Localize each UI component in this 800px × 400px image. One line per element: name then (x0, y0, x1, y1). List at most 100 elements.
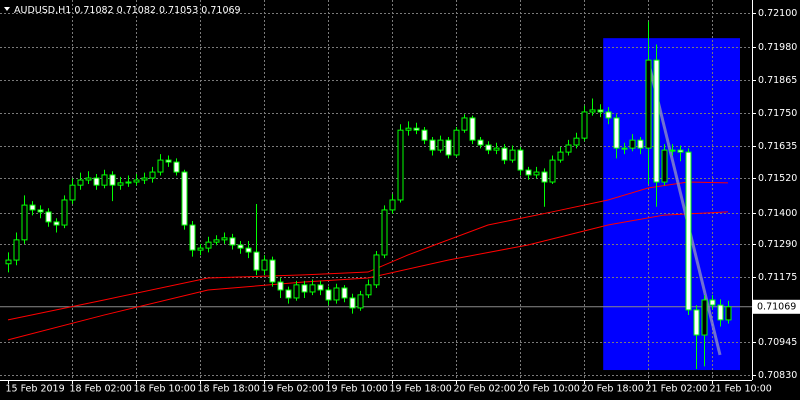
header-open: 0.71082 (74, 5, 113, 16)
candle-body (205, 241, 212, 249)
candle-body (605, 111, 612, 119)
candle-body (29, 204, 36, 211)
candle-body (325, 289, 332, 301)
candle-body (333, 287, 340, 301)
header-arrow (4, 7, 10, 11)
candle-body (645, 59, 652, 149)
x-tick-label: 19 Feb 02:00 (262, 384, 324, 395)
symbol: AUDUSD,H1 (14, 5, 71, 16)
x-tick-label: 21 Feb 10:00 (710, 384, 772, 395)
candle-body (677, 149, 684, 153)
x-tick-label: 18 Feb 02:00 (70, 384, 132, 395)
candle-body (245, 247, 252, 253)
candle-body (669, 149, 676, 152)
candle-body (253, 251, 260, 271)
candle-body (61, 199, 68, 226)
current-price-label: 0.71069 (757, 301, 796, 312)
candle-body (589, 109, 596, 113)
x-tick-label: 21 Feb 02:00 (646, 384, 708, 395)
candle-body (173, 161, 180, 173)
candle-body (381, 209, 388, 256)
x-tick-label: 19 Feb 18:00 (390, 384, 452, 395)
x-tick-label: 15 Feb 2019 (6, 384, 65, 395)
candle-body (469, 117, 476, 141)
candle-body (437, 139, 444, 151)
candle-body (493, 147, 500, 151)
header-high: 0.71082 (117, 5, 156, 16)
candle-body (261, 259, 268, 271)
candle-body (109, 174, 116, 186)
x-tick-label: 20 Feb 18:00 (582, 384, 644, 395)
candle-body (21, 204, 28, 241)
candle-body (365, 284, 372, 296)
candle-body (93, 177, 100, 186)
candle-body (597, 109, 604, 113)
candle-body (45, 211, 52, 223)
candle-body (69, 184, 76, 201)
candle-body (117, 182, 124, 186)
candle-body (285, 289, 292, 299)
candle-body (581, 111, 588, 139)
candle-body (13, 239, 20, 261)
candle-body (181, 171, 188, 226)
candle-body (533, 171, 540, 176)
candle-body (541, 171, 548, 183)
candle-body (549, 159, 556, 183)
candle-body (101, 174, 108, 186)
candle-body (301, 284, 308, 293)
candle-body (373, 254, 380, 286)
candle-body (397, 129, 404, 201)
candle-body (85, 177, 92, 181)
rectangle-object (603, 38, 740, 371)
candle-body (277, 281, 284, 291)
candle-body (413, 127, 420, 131)
y-tick-label: 0.70830 (758, 370, 797, 381)
indicator-line (7, 211, 729, 341)
y-tick-label: 0.71980 (758, 42, 797, 53)
candle-body (237, 244, 244, 249)
candle-body (557, 151, 564, 161)
y-tick-label: 0.71865 (758, 75, 797, 86)
candle-body (477, 139, 484, 146)
candle-body (317, 284, 324, 291)
candle-body (405, 127, 412, 131)
candle-body (229, 237, 236, 246)
y-tick-label: 0.71290 (758, 239, 797, 250)
candle-body (637, 139, 644, 149)
plot-area (0, 0, 752, 380)
candle-body (77, 179, 84, 186)
candle-body (189, 224, 196, 251)
x-tick-label: 18 Feb 18:00 (198, 384, 260, 395)
candle-body (461, 117, 468, 131)
candle-body (293, 284, 300, 299)
header-low: 0.71053 (159, 5, 198, 16)
candle-body (621, 147, 628, 150)
candle-body (37, 209, 44, 213)
candle-body (509, 149, 516, 161)
candle-body (157, 159, 164, 173)
x-tick-label: 20 Feb 10:00 (518, 384, 580, 395)
candle-body (629, 139, 636, 149)
x-tick-label: 19 Feb 10:00 (326, 384, 388, 395)
candle-body (565, 144, 572, 153)
candle-body (653, 59, 660, 183)
y-tick-label: 0.71750 (758, 108, 797, 119)
trendline (646, 59, 722, 356)
candle-body (661, 149, 668, 183)
y-tick-label: 0.70945 (758, 337, 797, 348)
candle-body (165, 159, 172, 163)
current-price-box (753, 299, 800, 314)
header-close: 0.71069 (201, 5, 240, 16)
candle-body (125, 181, 132, 184)
candle-body (357, 294, 364, 309)
candle-body (701, 299, 708, 336)
candle-body (709, 299, 716, 306)
candle-body (725, 306, 732, 321)
x-tick-label: 20 Feb 02:00 (454, 384, 516, 395)
candle-body (517, 149, 524, 171)
candle-body (573, 137, 580, 146)
y-tick-label: 0.71635 (758, 141, 797, 152)
candle-body (421, 129, 428, 141)
candle-body (485, 144, 492, 151)
candle-body (525, 169, 532, 176)
